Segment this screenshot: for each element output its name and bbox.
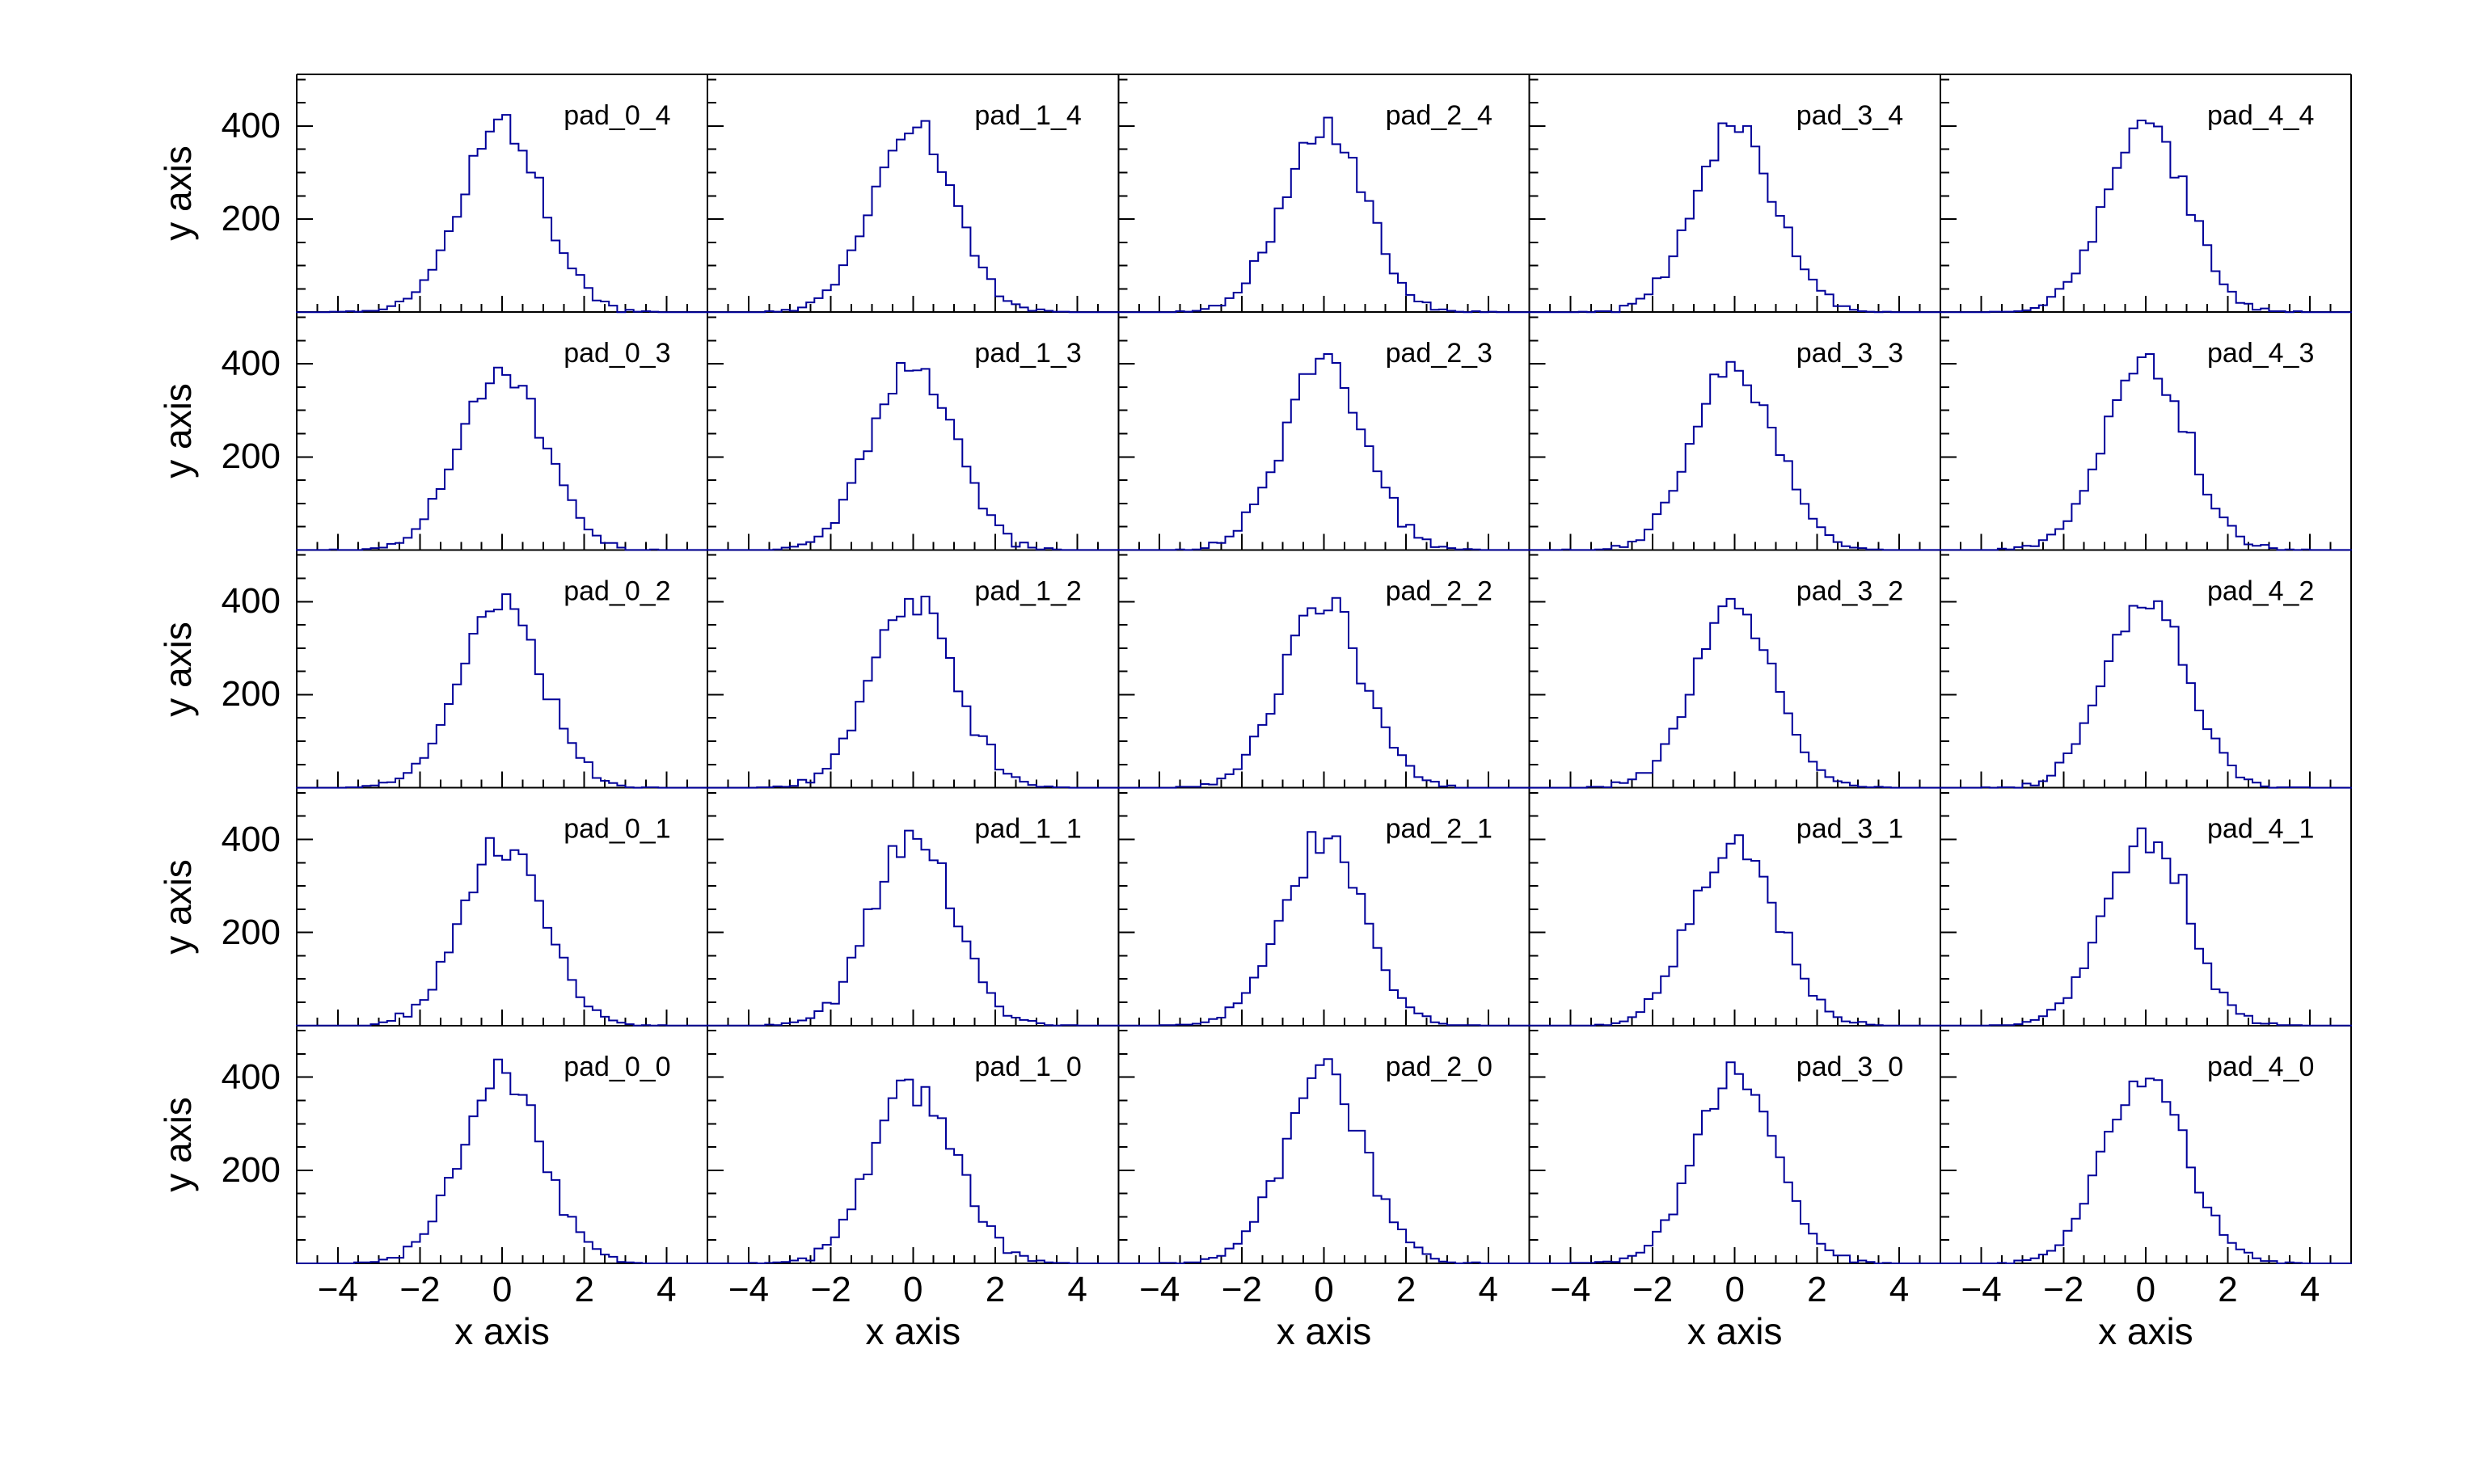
pad-label: pad_4_3	[2207, 338, 2314, 369]
pad-label: pad_0_2	[564, 575, 670, 606]
pad-label: pad_3_4	[1796, 100, 1903, 131]
x-axis-title: x axis	[1687, 1310, 1783, 1352]
pad-label: pad_4_1	[2207, 814, 2314, 845]
histogram-line	[707, 120, 1120, 314]
y-axis-title: y axis	[157, 858, 199, 955]
x-axis-tick-label: 2	[2218, 1270, 2238, 1309]
x-axis-tick-label: −2	[1221, 1270, 1262, 1309]
x-axis-tick-label: 2	[574, 1270, 594, 1309]
pad-label: pad_4_4	[2207, 100, 2314, 131]
pad-label: pad_3_0	[1796, 1052, 1903, 1082]
histogram-line	[296, 593, 709, 789]
x-axis-tick-label: −4	[1550, 1270, 1591, 1309]
histogram-line	[1117, 597, 1530, 789]
y-axis-tick-label: 400	[221, 1056, 281, 1097]
x-axis-tick-label: −4	[728, 1270, 770, 1309]
y-axis-tick-label: 400	[221, 581, 281, 622]
x-axis-tick-label: 0	[2135, 1270, 2156, 1309]
y-axis-tick-label: 400	[221, 105, 281, 145]
histogram-line	[1939, 827, 2352, 1027]
histogram-line	[1528, 1061, 1941, 1264]
pad-label: pad_3_1	[1796, 814, 1903, 845]
histogram-line	[296, 1058, 709, 1264]
x-axis-tick-label: 0	[1725, 1270, 1745, 1309]
pad-label: pad_2_4	[1386, 100, 1492, 131]
x-axis-tick-label: 2	[1807, 1270, 1827, 1309]
x-axis-tick-label: 0	[903, 1270, 923, 1309]
x-axis-tick-label: 4	[1067, 1270, 1087, 1309]
y-axis-title: y axis	[157, 145, 199, 241]
histogram-line	[1939, 353, 2352, 551]
y-axis-title: y axis	[157, 621, 199, 717]
y-axis-tick-label: 400	[221, 819, 281, 859]
pad-label: pad_2_1	[1386, 814, 1492, 845]
pad-label: pad_2_2	[1386, 575, 1492, 606]
x-axis-tick-label: 4	[2299, 1270, 2320, 1309]
histogram-line	[1117, 116, 1530, 314]
pad-label: pad_1_4	[974, 100, 1081, 131]
histogram-line	[1939, 120, 2352, 314]
pad-label: pad_2_0	[1386, 1052, 1492, 1082]
y-axis-tick-label: 200	[221, 674, 281, 715]
histogram-line	[296, 366, 709, 551]
y-axis-tick-label: 400	[221, 344, 281, 384]
pad-label: pad_1_2	[974, 575, 1081, 606]
pad-label: pad_4_0	[2207, 1052, 2314, 1082]
y-axis-tick-label: 200	[221, 1149, 281, 1190]
pad-label: pad_0_3	[564, 338, 670, 369]
histogram-line	[707, 362, 1120, 551]
histogram-line	[1528, 834, 1941, 1027]
histogram-line	[707, 596, 1120, 789]
histogram-line	[1939, 600, 2352, 789]
histogram-line	[296, 114, 709, 314]
x-axis-tick-label: 4	[1478, 1270, 1498, 1309]
x-axis-tick-label: −4	[1139, 1270, 1180, 1309]
x-axis-tick-label: 2	[985, 1270, 1006, 1309]
x-axis-tick-label: −2	[399, 1270, 441, 1309]
histogram-line	[1528, 360, 1941, 551]
histogram-line	[707, 1078, 1120, 1264]
x-axis-title: x axis	[454, 1310, 550, 1352]
histogram-line	[707, 829, 1120, 1027]
x-axis-tick-label: 4	[1889, 1270, 1910, 1309]
pad-label: pad_1_0	[974, 1052, 1081, 1082]
pad-label: pad_0_4	[564, 100, 670, 131]
histogram-line	[296, 837, 709, 1027]
x-axis-tick-label: 0	[1314, 1270, 1334, 1309]
pad-grid: pad_0_4 pad_1_4 pad_2_4 pad_3_4 pad_4_4 pad_0…	[296, 74, 2352, 1264]
pad-label: pad_0_1	[564, 814, 670, 845]
x-axis-tick-label: −2	[810, 1270, 851, 1309]
pad-label: pad_2_3	[1386, 338, 1492, 369]
x-axis-tick-label: 4	[656, 1270, 677, 1309]
x-axis-tick-label: −2	[1632, 1270, 1674, 1309]
x-axis-tick-label: 0	[492, 1270, 513, 1309]
x-axis-tick-label: −4	[317, 1270, 358, 1309]
pad-label: pad_1_1	[974, 814, 1081, 845]
histogram-line	[1117, 831, 1530, 1027]
y-axis-tick-label: 200	[221, 199, 281, 239]
x-axis-title: x axis	[1276, 1310, 1372, 1352]
histogram-line	[1528, 122, 1941, 314]
x-axis-tick-label: −2	[2043, 1270, 2084, 1309]
x-axis-tick-label: 2	[1395, 1270, 1416, 1309]
x-axis-title: x axis	[865, 1310, 961, 1352]
histogram-line	[1528, 597, 1941, 789]
histogram-line	[1117, 1058, 1530, 1264]
y-axis-title: y axis	[157, 383, 199, 479]
y-axis-tick-label: 200	[221, 912, 281, 952]
y-axis-title: y axis	[157, 1097, 199, 1192]
pad-label: pad_1_3	[974, 338, 1081, 369]
x-axis-title: x axis	[2098, 1310, 2193, 1352]
pad-label: pad_0_0	[564, 1052, 670, 1082]
histogram-line	[1939, 1077, 2352, 1264]
y-axis-tick-label: 200	[221, 436, 281, 477]
histogram-line	[1117, 353, 1530, 551]
pad-label: pad_3_3	[1796, 338, 1903, 369]
pad-label: pad_3_2	[1796, 575, 1903, 606]
x-axis-tick-label: −4	[1961, 1270, 2002, 1309]
pad-label: pad_4_2	[2207, 575, 2314, 606]
